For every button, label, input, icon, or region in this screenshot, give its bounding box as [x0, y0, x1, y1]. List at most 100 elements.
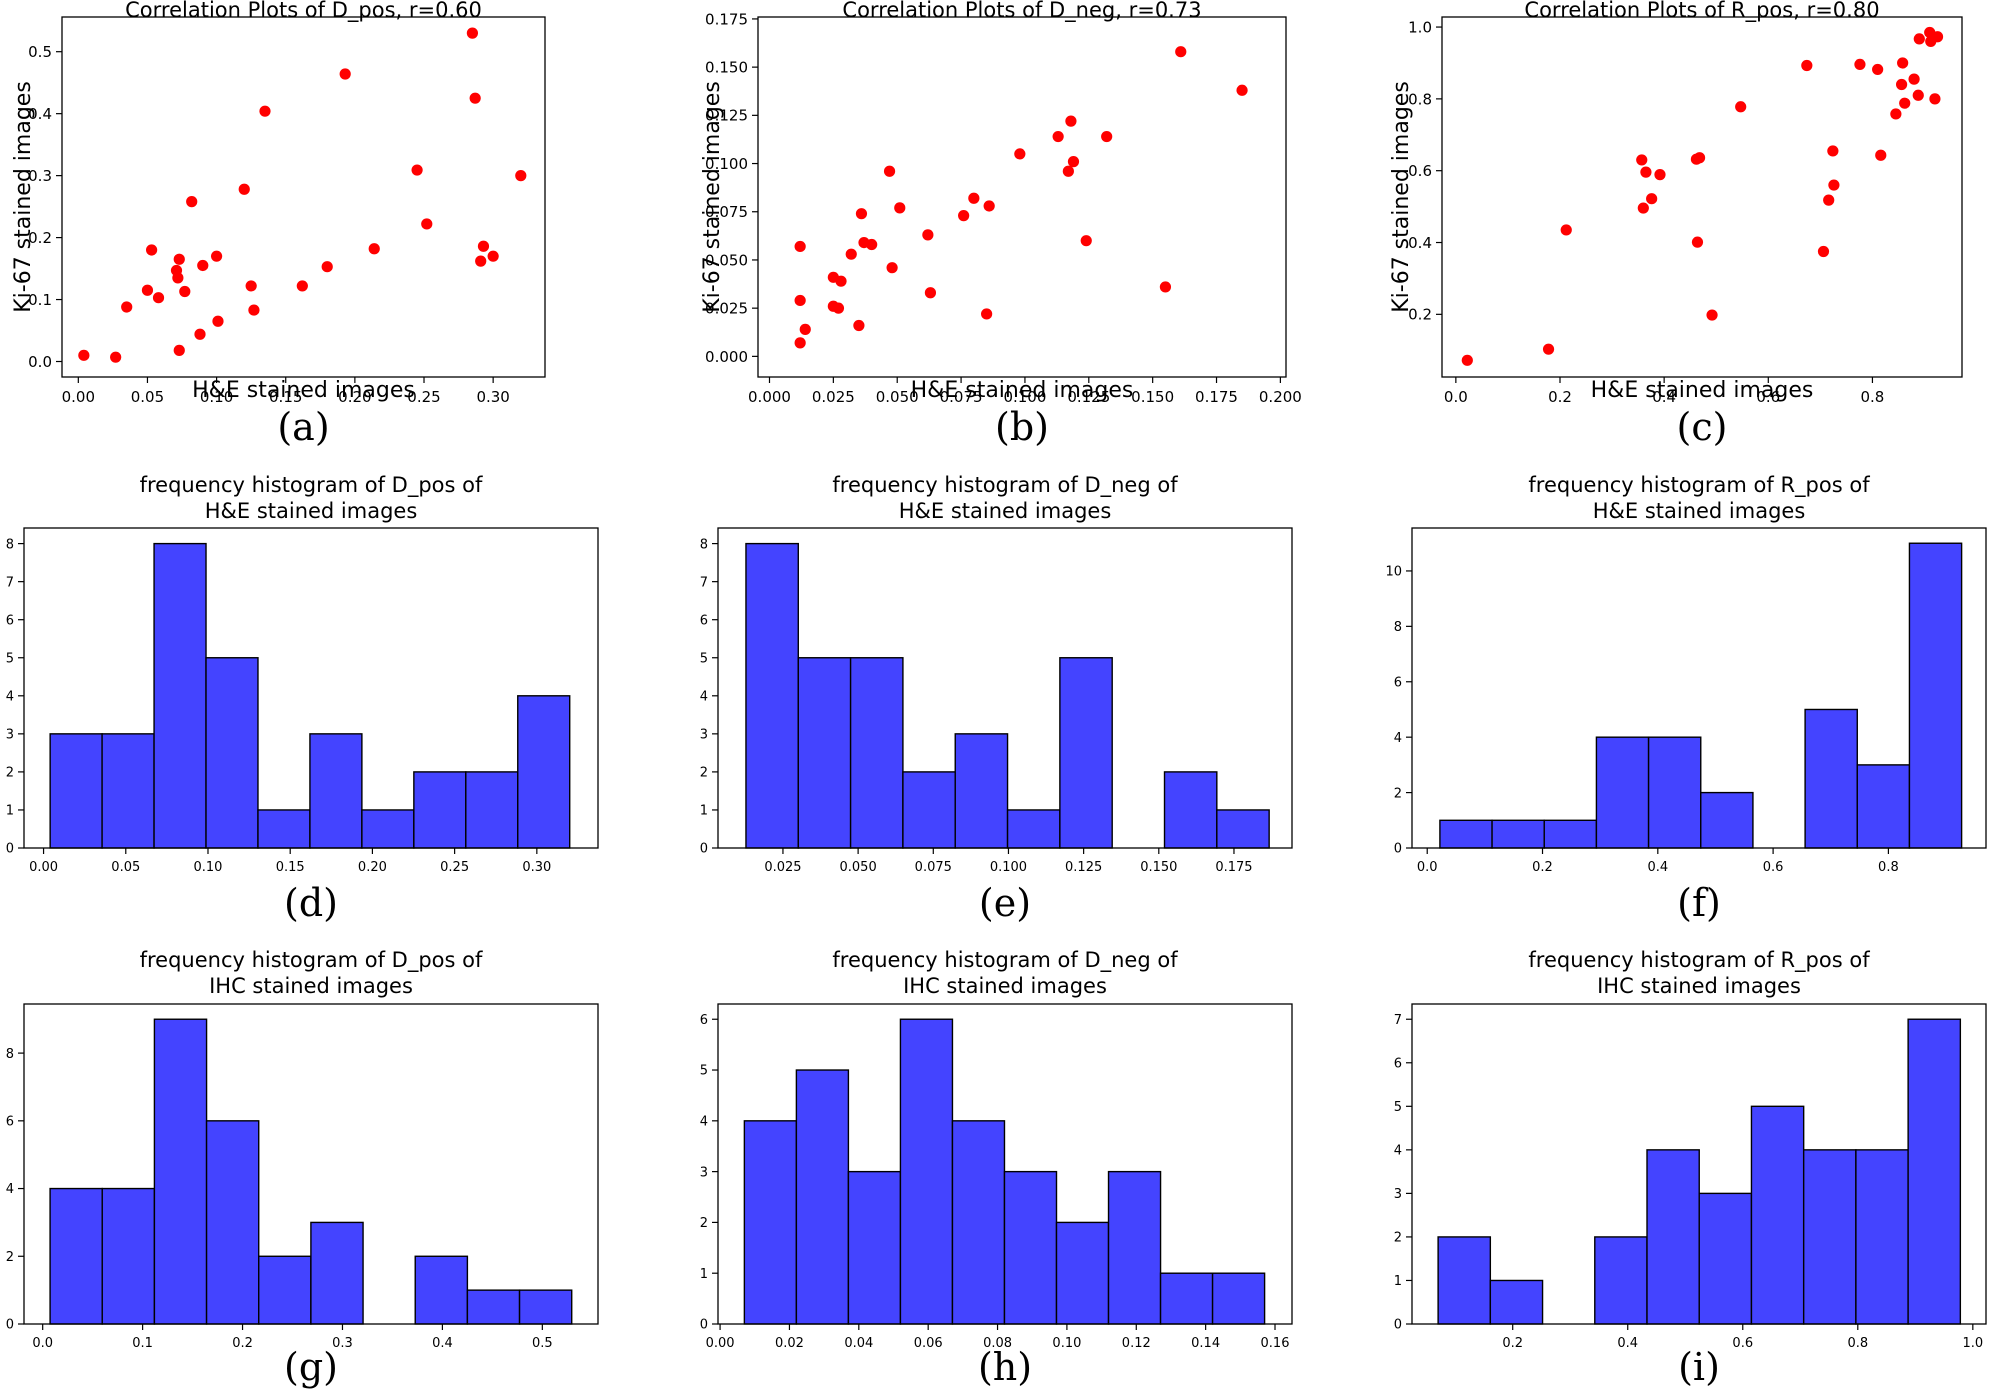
x-tick-label: 0.06	[914, 1336, 943, 1351]
y-tick-label: 6	[1394, 1056, 1402, 1071]
y-tick-label: 5	[6, 651, 14, 666]
x-tick-label: 0.125	[1067, 388, 1110, 406]
scatter-point	[296, 280, 308, 292]
x-tick-label: 0.150	[1131, 388, 1174, 406]
chart-panel-a: 0.00 0.05 0.10 0.15 0.20 0.25 0.30 0.0 0.1 0.2 0.3…	[11, 0, 546, 449]
histogram-bar	[743, 1120, 798, 1325]
histogram-bar	[153, 542, 207, 849]
histogram-bar	[1802, 1149, 1857, 1325]
x-tick-label: 0.8	[1847, 1336, 1868, 1351]
scatter-point	[799, 323, 811, 335]
scatter-point	[1542, 343, 1555, 355]
histogram-bar	[1907, 1018, 1962, 1325]
x-tick-label: 0.20	[358, 860, 387, 875]
y-tick-label: 2	[700, 766, 708, 781]
x-tick-label: 0.3	[332, 1336, 353, 1351]
scatter-point	[321, 261, 333, 273]
scatter-point	[1895, 78, 1908, 91]
x-tick-label: 0.04	[844, 1336, 873, 1351]
y-tick-label: 0.8	[1408, 90, 1432, 108]
y-tick-label: 2	[6, 1250, 14, 1265]
y-tick-label: 0	[700, 1318, 708, 1333]
y-tick-label: 0.100	[705, 155, 748, 173]
scatter-point	[152, 292, 165, 304]
chart-title: frequency histogram of R_pos of	[1528, 948, 1870, 973]
scatter-point	[146, 244, 158, 256]
scatter-point	[248, 304, 260, 316]
panel-label: (a)	[277, 405, 329, 449]
chart-panel-e: 0.025 0.050 0.075 0.100 0.125 0.150 0.175 0 1 2 3 4…	[700, 473, 1293, 925]
x-tick-label: 0.8	[1861, 388, 1885, 406]
y-tick-label: 4	[6, 689, 14, 704]
scatter-point	[1646, 193, 1658, 205]
axes-frame	[717, 527, 1293, 849]
x-axis-label: H&E stained images	[192, 378, 415, 403]
x-tick-label: 0.25	[407, 388, 440, 406]
scatter-point	[794, 294, 806, 307]
histogram-bar	[1543, 819, 1598, 849]
scatter-point	[832, 302, 845, 314]
scatter-point	[853, 319, 865, 332]
y-tick-label: 1.0	[1408, 18, 1432, 36]
x-tick-label: 0.05	[131, 388, 164, 406]
scatter-point	[121, 301, 133, 313]
x-tick-label: 0.00	[62, 388, 95, 406]
x-tick-label: 0.2	[1502, 1336, 1523, 1351]
scatter-point	[339, 68, 351, 80]
y-tick-label: 4	[700, 689, 708, 704]
histogram-bar	[205, 1120, 260, 1325]
x-tick-label: 0.6	[1756, 388, 1780, 406]
histogram-bar	[1216, 809, 1270, 849]
histogram-bar	[1856, 764, 1911, 849]
histogram-bar	[361, 809, 415, 849]
scatter-point	[866, 238, 878, 251]
y-tick-label: 0	[700, 842, 708, 857]
x-tick-label: 0.1	[132, 1336, 153, 1351]
histogram-bar	[1003, 1170, 1058, 1325]
scatter-point	[1175, 46, 1187, 58]
chart-title-line2: IHC stained images	[903, 974, 1107, 998]
scatter-point	[466, 27, 479, 39]
scatter-point	[110, 351, 122, 363]
panel-label: (h)	[978, 1345, 1032, 1389]
x-tick-label: 0.6	[1732, 1336, 1753, 1351]
x-tick-label: 0.2	[232, 1336, 253, 1351]
y-axis-label: Ki-67 stained images	[700, 81, 725, 313]
scatter-point	[421, 218, 433, 230]
panel-label: (i)	[1678, 1345, 1720, 1389]
y-tick-label: 2	[700, 1216, 708, 1231]
scatter-point	[1065, 115, 1077, 127]
y-tick-label: 2	[6, 766, 14, 781]
scatter-point	[1067, 156, 1080, 168]
scatter-point	[1828, 179, 1840, 191]
y-tick-label: 4	[6, 1182, 14, 1197]
x-tick-label: 0.4	[432, 1336, 453, 1351]
histogram-bar	[465, 771, 519, 849]
x-tick-label: 0.5	[532, 1336, 553, 1351]
scatter-point	[1735, 101, 1747, 113]
scatter-point	[173, 253, 185, 265]
x-tick-label: 0.050	[876, 388, 919, 406]
panel-label: (d)	[284, 881, 338, 925]
scatter-point	[368, 243, 380, 255]
y-tick-label: 6	[700, 1013, 708, 1028]
y-tick-label: 0.3	[28, 167, 52, 185]
axes-frame	[757, 16, 1287, 378]
histogram-bar	[1908, 542, 1963, 849]
y-axis-label: Ki-67 stained images	[11, 81, 36, 313]
y-tick-label: 0.2	[28, 229, 52, 247]
histogram-bar	[797, 657, 852, 849]
scatter-point	[922, 229, 934, 241]
scatter-point	[958, 210, 970, 222]
y-tick-label: 0.4	[28, 105, 52, 123]
scatter-point	[1899, 97, 1911, 109]
scatter-point	[186, 196, 198, 208]
histogram-bar	[466, 1289, 521, 1325]
x-tick-label: 1.0	[1962, 1336, 1983, 1351]
x-tick-label: 0.8	[1878, 860, 1899, 875]
y-tick-label: 1	[1394, 1274, 1402, 1289]
scatter-point	[1693, 152, 1706, 164]
y-tick-label: 0.4	[1408, 234, 1432, 252]
y-tick-label: 5	[700, 651, 708, 666]
y-tick-label: 0.6	[1408, 162, 1432, 180]
